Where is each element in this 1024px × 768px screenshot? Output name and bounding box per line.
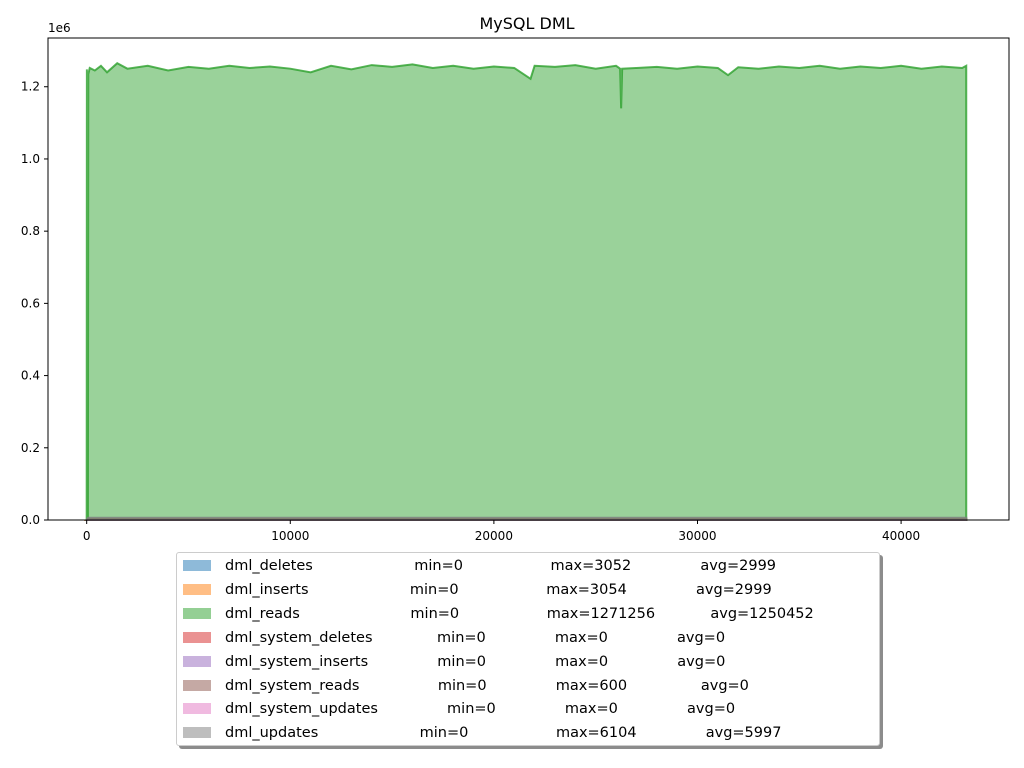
y-tick-label: 0.6 [21,296,40,310]
legend-entry-dml_updates: dml_updates min=0 max=6104 avg=5997 [177,721,879,745]
chart-title: MySQL DML [479,14,574,33]
legend-entry-dml_system_deletes: dml_system_deletes min=0 max=0 avg=0 [177,626,879,650]
plot-frame [47,37,1010,521]
x-tick-label: 30000 [678,529,716,543]
legend-entry-dml_deletes: dml_deletes min=0 max=3052 avg=2999 [177,554,879,578]
legend-label: dml_deletes min=0 max=3052 avg=2999 [225,558,777,574]
legend: dml_deletes min=0 max=3052 avg=2999 dml_i… [176,552,880,746]
legend-entry-dml_system_reads: dml_system_reads min=0 max=600 avg=0 [177,674,879,698]
legend-entry-dml_system_updates: dml_system_updates min=0 max=0 avg=0 [177,697,879,721]
y-tick-label: 0.8 [21,224,40,238]
legend-swatch [183,607,211,619]
legend-swatch [183,560,211,571]
series-layer [84,62,968,521]
legend-entry-dml_reads: dml_reads min=0 max=1271256 avg=1250452 [177,602,879,626]
legend-entry-dml_system_inserts: dml_system_inserts min=0 max=0 avg=0 [177,650,879,674]
legend-swatch [183,679,211,691]
legend-label: dml_system_updates min=0 max=0 avg=0 [225,701,736,718]
y-tick-label: 1.2 [21,80,40,94]
legend-swatch [183,583,211,595]
legend-label: dml_updates min=0 max=6104 avg=5997 [225,725,782,742]
x-tick-label: 10000 [271,529,309,543]
legend-entry-dml_inserts: dml_inserts min=0 max=3054 avg=2999 [177,578,879,602]
x-tick-label: 20000 [475,529,513,543]
legend-label: dml_reads min=0 max=1271256 avg=1250452 [225,605,814,622]
series-area-dml_reads [85,62,968,521]
legend-swatch [183,631,211,643]
y-offset-label: 1e6 [48,21,71,35]
legend-swatch [183,727,211,739]
x-tick-label: 40000 [882,529,920,543]
legend-swatch [183,703,211,715]
legend-label: dml_system_reads min=0 max=600 avg=0 [225,677,749,694]
y-tick-label: 0.0 [21,513,40,527]
x-tick-label: 0 [83,529,91,543]
y-tick-label: 0.2 [21,441,40,455]
y-tick-label: 1.0 [21,152,40,166]
legend-label: dml_system_inserts min=0 max=0 avg=0 [225,653,726,670]
legend-swatch [183,655,211,667]
axes-layer: 0 10000 20000 30000 40000 0.0 0.2 0.4 0.6 0.8 1.0 1… [21,37,1010,543]
y-tick-label: 0.4 [21,369,40,383]
legend-label: dml_inserts min=0 max=3054 avg=2999 [225,581,772,598]
legend-label: dml_system_deletes min=0 max=0 avg=0 [225,629,726,646]
